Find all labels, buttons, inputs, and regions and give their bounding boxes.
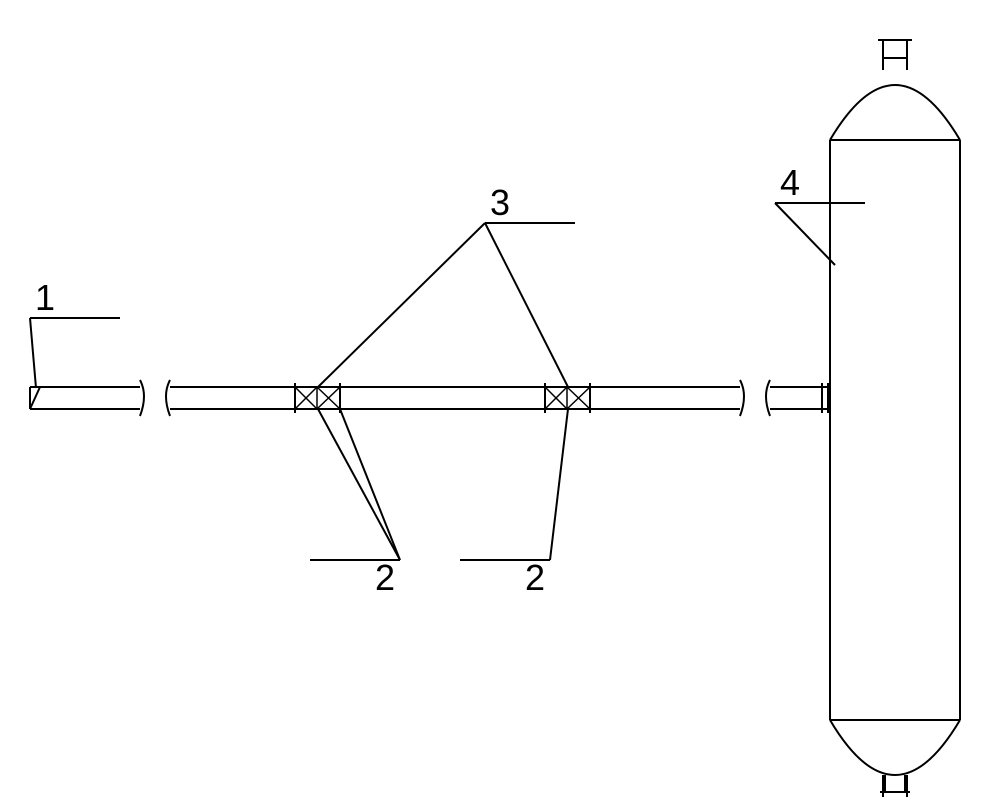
svg-text:2: 2 [375, 557, 395, 598]
vessel [830, 40, 960, 797]
connector-left [295, 383, 340, 413]
svg-text:3: 3 [490, 182, 510, 223]
label-1: 1 [30, 277, 120, 388]
svg-text:2: 2 [525, 557, 545, 598]
label-4: 4 [775, 162, 865, 265]
label-3: 3 [318, 182, 575, 387]
label-2-right: 2 [460, 409, 568, 598]
connector-right [545, 383, 590, 413]
pipe [30, 380, 830, 416]
label-2-left: 2 [310, 409, 400, 598]
bottom-nozzle [880, 775, 910, 792]
svg-text:4: 4 [780, 162, 800, 203]
svg-text:1: 1 [35, 277, 55, 318]
diagram-canvas: 1 3 2 2 4 [0, 0, 997, 797]
